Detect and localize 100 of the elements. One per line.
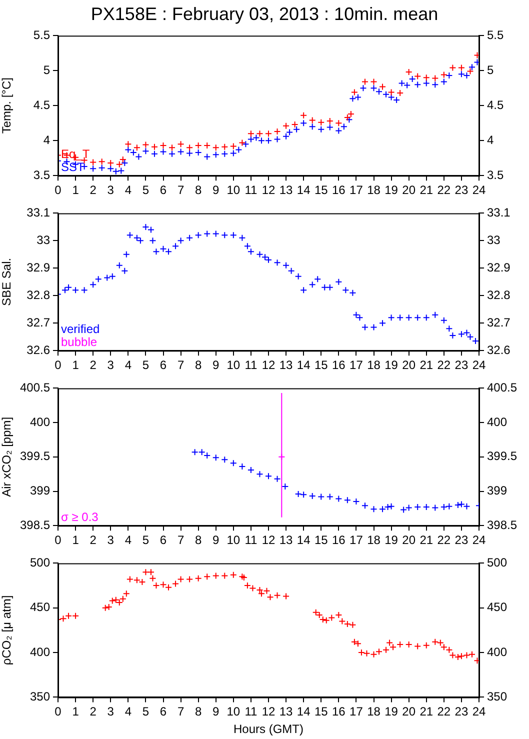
x-tick-label: 15	[314, 704, 328, 719]
x-tick-label: 14	[296, 183, 311, 198]
x-tick-label: 9	[212, 533, 220, 548]
x-tick-label: 1	[72, 704, 80, 719]
x-tick-label: 18	[367, 183, 381, 198]
x-tick-label: 12	[262, 183, 276, 198]
y-axis-title: Air xCO₂ [ppm]	[0, 416, 14, 497]
x-tick-label: 19	[384, 183, 398, 198]
x-tick-label: 6	[160, 358, 167, 372]
y-tick-label: 32.7	[26, 315, 50, 330]
y2-tick-label: 400.5	[487, 380, 518, 395]
x-tick-label: 2	[90, 533, 97, 548]
x-tick-label: 0	[54, 358, 62, 372]
x-tick-label: 24	[472, 183, 486, 198]
x-tick-label: 5	[142, 183, 150, 198]
y2-tick-label: 350	[487, 690, 508, 704]
x-tick-label: 13	[279, 183, 294, 198]
y2-tick-label: 4.5	[487, 98, 504, 112]
x-tick-label: 22	[437, 358, 451, 372]
y2-tick-label: 398.5	[487, 518, 518, 532]
y2-tick-label: 32.8	[487, 288, 511, 302]
x-tick-label: 17	[350, 358, 364, 372]
text: verified	[61, 322, 100, 336]
y-tick-label: 399	[30, 484, 50, 498]
x-tick-label: 18	[367, 704, 381, 719]
x-tick-label: 3	[107, 533, 114, 548]
x-tick-label: 21	[420, 183, 434, 198]
y-tick-label: 350	[30, 690, 50, 704]
x-tick-label: 2	[90, 704, 97, 719]
y-tick-label: 33	[36, 232, 50, 247]
x-tick-label: 21	[420, 704, 434, 719]
x-tick-label: 14	[296, 358, 311, 372]
x-tick-label: 24	[472, 533, 486, 548]
x-tick-label: 14	[296, 704, 311, 719]
x-tick-label: 20	[402, 533, 416, 548]
x-tick-label: 18	[367, 358, 381, 372]
x-tick-label: 0	[54, 704, 62, 719]
y-tick-label: 4.5	[33, 98, 50, 112]
y-tick-label: 33.1	[26, 206, 50, 220]
x-tick-label: 10	[226, 533, 240, 548]
x-axis-title: Hours (GMT)	[234, 722, 304, 736]
x-tick-label: 2	[90, 183, 97, 198]
x-tick-label: 10	[226, 358, 240, 372]
y2-tick-label: 4	[487, 132, 494, 147]
x-tick-label: 6	[160, 704, 167, 719]
x-tick-label: 12	[262, 533, 276, 548]
x-tick-label: 20	[402, 183, 416, 198]
y-axis-title: ρCO₂ [μ atm]	[0, 595, 14, 666]
x-tick-label: 24	[472, 358, 486, 372]
x-tick-label: 23	[454, 704, 468, 719]
y-tick-label: 3.5	[33, 168, 50, 182]
y-axis-title: SBE Sal.	[0, 258, 14, 306]
series-label: SST	[61, 160, 86, 174]
x-tick-label: 3	[107, 704, 114, 719]
legend-label: bubble	[61, 334, 98, 349]
y-tick-label: 399.5	[20, 449, 50, 464]
x-tick-label: 19	[384, 704, 398, 719]
y2-tick-label: 400	[487, 414, 508, 429]
y2-tick-label: 32.6	[487, 342, 511, 357]
x-tick-label: 8	[194, 533, 202, 548]
x-tick-label: 4	[124, 183, 132, 198]
series-label: Eq_T	[61, 146, 90, 161]
x-tick-label: 14	[296, 533, 311, 548]
x-tick-label: 0	[54, 533, 62, 548]
y-tick-label: 32.8	[26, 288, 50, 302]
x-tick-label: 10	[226, 183, 240, 198]
x-tick-label: 16	[332, 704, 346, 719]
x-tick-label: 7	[177, 358, 184, 372]
x-tick-label: 13	[279, 358, 294, 372]
y2-tick-label: 399.5	[487, 449, 518, 464]
y2-tick-label: 500	[487, 556, 508, 570]
y2-tick-label: 3.5	[487, 168, 504, 182]
x-tick-label: 13	[279, 533, 294, 548]
x-tick-label: 3	[107, 358, 114, 372]
y2-tick-label: 32.7	[487, 315, 511, 330]
x-tick-label: 16	[332, 183, 346, 198]
x-tick-label: 22	[437, 183, 451, 198]
x-tick-label: 5	[142, 704, 150, 719]
x-tick-label: 4	[124, 704, 132, 719]
x-tick-label: 20	[402, 704, 416, 719]
x-tick-label: 8	[194, 183, 202, 198]
x-tick-label: 22	[437, 704, 451, 719]
y2-tick-label: 450	[487, 600, 508, 614]
y-tick-label: 32.9	[26, 260, 50, 274]
x-tick-label: 9	[212, 358, 220, 372]
x-tick-label: 0	[54, 183, 62, 198]
x-tick-label: 21	[420, 358, 434, 372]
x-tick-label: 17	[350, 183, 364, 198]
x-tick-label: 1	[72, 358, 80, 372]
y2-tick-label: 32.9	[487, 260, 511, 274]
x-tick-label: 11	[244, 358, 258, 372]
x-tick-label: 16	[332, 533, 346, 548]
x-tick-label: 3	[107, 183, 114, 198]
y-axis-title: Temp. [°C]	[0, 78, 14, 134]
x-tick-label: 4	[124, 533, 132, 548]
x-tick-label: 19	[384, 533, 398, 548]
x-tick-label: 12	[262, 358, 276, 372]
x-tick-label: 4	[124, 358, 132, 372]
x-tick-label: 11	[244, 183, 258, 198]
x-tick-label: 15	[314, 183, 328, 198]
